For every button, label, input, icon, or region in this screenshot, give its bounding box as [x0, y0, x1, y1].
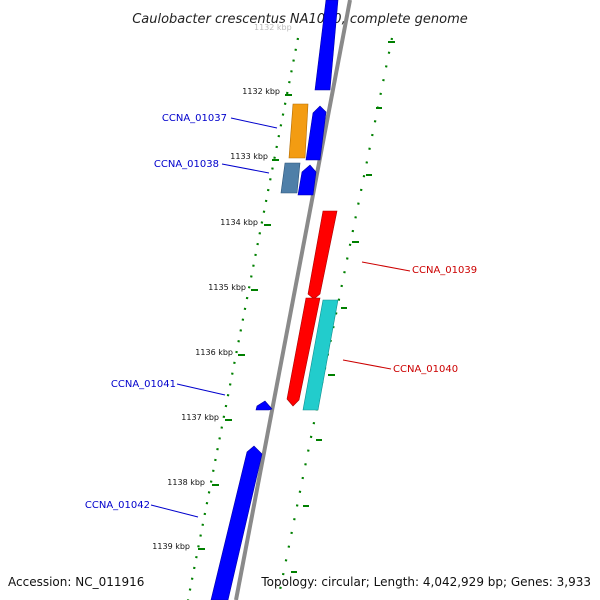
leader-ccna-01041: [176, 383, 226, 396]
tick-label-1137: 1137 kbp: [181, 413, 219, 422]
tick-label-1139: 1139 kbp: [152, 542, 190, 551]
tick-label-1135: 1135 kbp: [208, 283, 246, 292]
outer-track-ticks: [291, 41, 395, 573]
gene-ccna-01041: [255, 400, 273, 411]
leader-ccna-01038: [221, 163, 270, 174]
kbp-ticks: 1132 kbp 1132 kbp 1133 kbp 1134 kbp 1135…: [152, 23, 292, 551]
tick-label-1133: 1133 kbp: [230, 152, 268, 161]
tick-label-1138: 1138 kbp: [167, 478, 205, 487]
gene-forward-top: [314, 0, 339, 91]
label-ccna-01037[interactable]: CCNA_01037: [162, 113, 227, 124]
gene-ccna-01038: [280, 162, 301, 194]
gene-labels: CCNA_01037 CCNA_01038 CCNA_01039 CCNA_01…: [85, 113, 477, 518]
tick-label-1136: 1136 kbp: [195, 348, 233, 357]
map-title: Caulobacter crescentus NA1000, complete …: [132, 12, 468, 27]
genome-backbone: [234, 0, 352, 600]
label-ccna-01039[interactable]: CCNA_01039: [412, 265, 477, 276]
gene-ccna-01039: [307, 210, 338, 300]
label-ccna-01041[interactable]: CCNA_01041: [111, 379, 176, 390]
gc-track-outer: [276, 37, 394, 600]
gene-ccna-01040: [286, 297, 321, 407]
gene-ccna-01040-cyan: [302, 299, 339, 411]
tick-label-1132-partial: 1132 kbp: [254, 23, 292, 32]
label-ccna-01040[interactable]: CCNA_01040: [393, 364, 458, 375]
leader-ccna-01037: [230, 117, 278, 129]
gene-ccna-01038-partner: [297, 164, 317, 196]
gene-ccna-01042: [210, 445, 263, 600]
leader-ccna-01039: [361, 261, 411, 272]
tick-label-1134: 1134 kbp: [220, 218, 258, 227]
gc-track-inner: [186, 37, 300, 600]
tick-label-1132: 1132 kbp: [242, 87, 280, 96]
leader-ccna-01042: [150, 504, 199, 518]
leader-ccna-01040: [342, 359, 392, 370]
label-ccna-01038[interactable]: CCNA_01038: [154, 159, 219, 170]
gene-ccna-01037-partner: [305, 105, 327, 161]
accession-text: Accession: NC_011916: [8, 575, 144, 589]
topology-text: Topology: circular; Length: 4,042,929 bp…: [260, 575, 591, 589]
gene-ccna-01037: [288, 103, 309, 159]
label-ccna-01042[interactable]: CCNA_01042: [85, 500, 150, 511]
